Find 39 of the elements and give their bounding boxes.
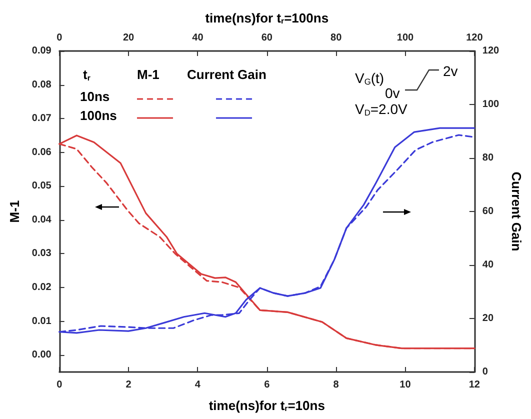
y2-tick-label: 120 [482, 46, 500, 56]
x2-tick-label: 100 [396, 32, 414, 44]
x-tick-label: 12 [468, 380, 480, 390]
y2-tick-label: 80 [482, 152, 494, 164]
y-tick-label: 0.02 [32, 282, 52, 294]
x2-tick-label: 40 [192, 32, 204, 44]
x2-tick-label: 120 [466, 32, 484, 44]
y-axis-title: M-1 [7, 200, 22, 223]
y-tick-label: 0.08 [32, 79, 52, 90]
x2-tick-label: 20 [122, 32, 135, 44]
annotation: 0v [385, 85, 400, 101]
x-tick-label: 6 [264, 380, 270, 390]
x2-tick-label: 80 [330, 32, 342, 44]
annotation: M-1 [137, 67, 160, 82]
y-tick-label: 0.03 [32, 248, 52, 260]
y-tick-label: 0.01 [32, 316, 52, 327]
y2-tick-label: 60 [482, 206, 494, 217]
legend-label: 100ns [80, 108, 117, 123]
y2-tick-label: 100 [482, 99, 500, 110]
legend-label: 10ns [80, 89, 110, 104]
y2-tick-label: 20 [482, 313, 494, 324]
x-tick-label: 0 [56, 380, 63, 390]
y-tick-label: 0.06 [32, 146, 52, 158]
x2-tick-label: 0 [56, 32, 63, 44]
y-tick-label: 0.04 [32, 214, 52, 226]
y-tick-label: 0.07 [32, 113, 52, 124]
y2-tick-label: 0 [482, 366, 488, 378]
y2-axis-title: Current Gain [509, 172, 524, 252]
y2-tick-label: 40 [482, 260, 494, 270]
x-tick-label: 10 [400, 380, 412, 390]
y-tick-label: 0.00 [32, 350, 52, 361]
x-tick-label: 4 [194, 380, 201, 390]
annotation: Current Gain [187, 67, 267, 82]
annotation: 2v [443, 63, 458, 79]
x2-tick-label: 60 [261, 32, 273, 44]
x-tick-label: 8 [333, 380, 340, 390]
y-tick-label: 0.05 [32, 180, 52, 192]
y-tick-label: 0.09 [32, 46, 52, 56]
x-tick-label: 2 [126, 380, 132, 390]
